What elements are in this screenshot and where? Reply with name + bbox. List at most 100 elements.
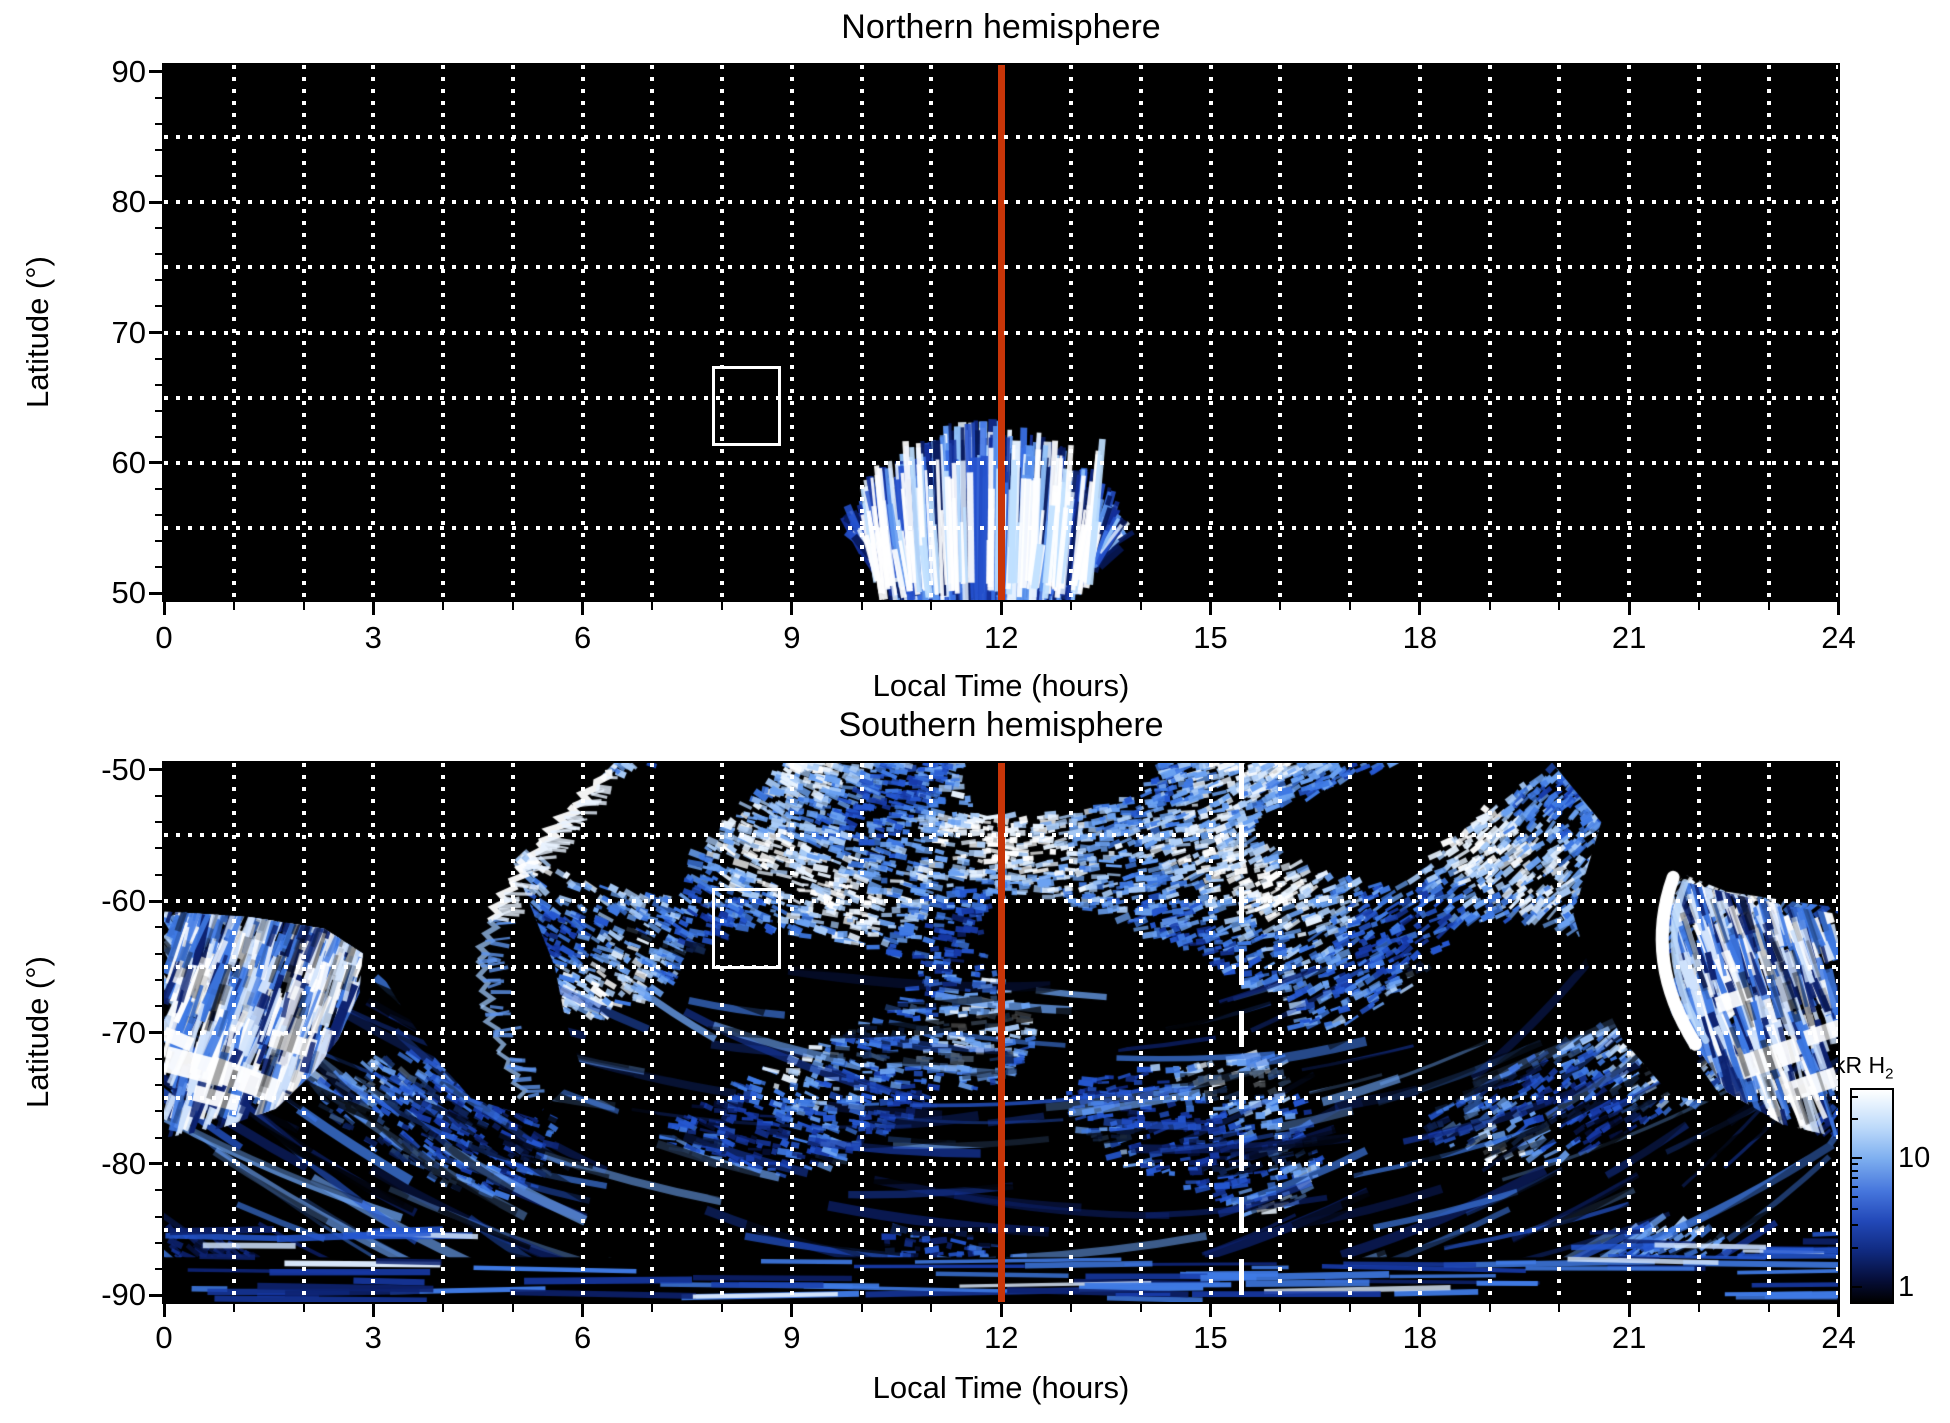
x-minor-tick	[1279, 1304, 1282, 1312]
y-minor-tick	[155, 96, 164, 99]
south-x-axis-label: Local Time (hours)	[872, 1370, 1130, 1405]
y-minor-tick	[155, 148, 164, 151]
colorbar-minor-tick	[1852, 1224, 1858, 1227]
x-major-tick	[162, 602, 166, 615]
colorbar	[1850, 1088, 1894, 1304]
x-minor-tick	[1767, 1304, 1770, 1312]
y-minor-tick	[155, 1005, 164, 1008]
x-major-tick	[1418, 602, 1422, 615]
colorbar-minor-tick	[1852, 1185, 1858, 1188]
y-minor-tick	[155, 122, 164, 125]
gridline-horizontal	[164, 1227, 1838, 1232]
x-tick-label: 18	[1402, 620, 1438, 655]
y-minor-tick	[155, 821, 164, 824]
colorbar-minor-tick	[1852, 1095, 1858, 1098]
y-minor-tick	[155, 1136, 164, 1139]
x-minor-tick	[651, 1304, 654, 1312]
y-major-tick	[149, 768, 164, 772]
y-minor-tick	[155, 1084, 164, 1087]
y-tick-label: 50	[111, 575, 146, 611]
y-major-tick	[149, 331, 164, 334]
selection-box	[711, 366, 782, 447]
y-minor-tick	[155, 847, 164, 850]
x-minor-tick	[721, 1304, 724, 1312]
x-tick-label: 3	[364, 620, 382, 655]
y-minor-tick	[155, 409, 164, 412]
y-tick-label: 80	[111, 184, 146, 219]
x-major-tick	[1836, 1304, 1840, 1317]
x-minor-tick	[1070, 602, 1072, 610]
y-minor-tick	[155, 305, 164, 308]
gridline-horizontal	[164, 200, 1838, 204]
x-major-tick	[1627, 1304, 1631, 1317]
x-tick-label: 12	[983, 620, 1019, 655]
gridline-horizontal	[164, 1161, 1838, 1166]
x-minor-tick	[1349, 602, 1352, 610]
y-major-tick	[149, 899, 164, 903]
x-minor-tick	[302, 1304, 305, 1312]
x-minor-tick	[442, 1304, 445, 1312]
gridline-horizontal	[164, 964, 1838, 969]
north-panel-title: Northern hemisphere	[841, 8, 1161, 46]
y-major-tick	[149, 1293, 164, 1297]
x-minor-tick	[302, 602, 305, 610]
y-minor-tick	[155, 1268, 164, 1271]
y-major-tick	[149, 591, 164, 595]
x-tick-label: 15	[1193, 620, 1228, 655]
x-minor-tick	[1558, 602, 1561, 610]
x-minor-tick	[1697, 602, 1700, 610]
x-tick-label: 0	[155, 620, 173, 655]
x-minor-tick	[651, 602, 654, 610]
y-minor-tick	[155, 873, 164, 876]
x-major-tick	[581, 602, 585, 615]
x-minor-tick	[1488, 602, 1491, 610]
y-minor-tick	[155, 174, 164, 177]
y-major-tick	[149, 200, 164, 204]
gridline-horizontal	[164, 1096, 1838, 1101]
x-major-tick	[999, 1304, 1003, 1317]
x-minor-tick	[1697, 1304, 1700, 1312]
gridline-horizontal	[164, 460, 1838, 465]
selection-box	[711, 887, 782, 970]
y-minor-tick	[155, 794, 164, 797]
colorbar-major-tick	[1852, 1285, 1862, 1288]
x-minor-tick	[511, 1304, 514, 1312]
x-tick-label: 3	[364, 1320, 382, 1355]
x-minor-tick	[1139, 602, 1142, 610]
y-minor-tick	[155, 952, 164, 955]
y-minor-tick	[155, 279, 164, 282]
south-panel-plot-area	[162, 761, 1840, 1304]
y-minor-tick	[155, 488, 164, 491]
x-major-tick	[371, 602, 375, 615]
x-minor-tick	[1488, 1304, 1491, 1312]
x-tick-label: 9	[783, 1320, 801, 1355]
y-minor-tick	[155, 540, 164, 543]
gridline-horizontal	[164, 1030, 1838, 1035]
gridline-horizontal	[164, 395, 1838, 400]
y-minor-tick	[155, 1057, 164, 1060]
colorbar-tick-label-10: 10	[1898, 1142, 1931, 1175]
y-minor-tick	[155, 1110, 164, 1113]
gridline-horizontal	[164, 265, 1838, 270]
colorbar-minor-tick	[1852, 1177, 1858, 1179]
x-major-tick	[999, 602, 1003, 615]
y-major-tick	[149, 70, 164, 74]
x-minor-tick	[930, 602, 933, 610]
x-minor-tick	[232, 1304, 235, 1312]
y-tick-label: 90	[111, 53, 146, 89]
colorbar-minor-tick	[1852, 1195, 1858, 1198]
colorbar-tick-label-1: 1	[1898, 1270, 1915, 1303]
y-tick-label: 60	[111, 444, 146, 480]
y-minor-tick	[155, 566, 164, 569]
x-major-tick	[371, 1304, 375, 1317]
x-major-tick	[1627, 602, 1631, 615]
x-tick-label: 6	[573, 1320, 592, 1355]
x-tick-label: 18	[1402, 1320, 1438, 1355]
y-minor-tick	[155, 1189, 164, 1192]
x-major-tick	[1836, 602, 1840, 615]
gridline-horizontal	[164, 899, 1838, 904]
y-minor-tick	[155, 253, 164, 256]
x-tick-label: 9	[783, 620, 801, 655]
x-minor-tick	[511, 602, 514, 610]
colorbar-title-subscript: 2	[1885, 1065, 1894, 1083]
